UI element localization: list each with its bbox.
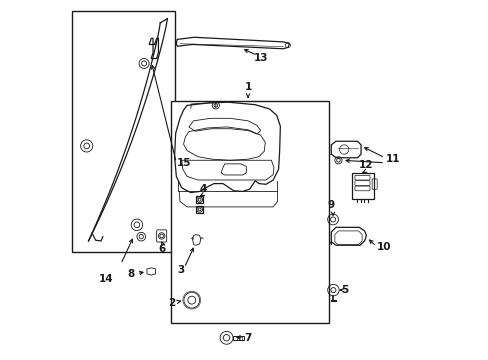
Text: 15: 15 [176,158,190,168]
Text: 8: 8 [128,269,135,279]
Text: 14: 14 [99,274,114,284]
Text: 7: 7 [244,333,251,343]
Text: 4: 4 [199,184,206,194]
Bar [72,12,174,252]
Text: 12: 12 [359,160,373,170]
Text: 3: 3 [177,265,184,275]
Text: 10: 10 [376,242,391,252]
Bar [171,101,328,323]
Text: 6: 6 [158,244,165,254]
Text: 5: 5 [341,285,348,295]
Text: 1: 1 [244,82,251,92]
Text: 11: 11 [386,154,400,164]
Text: 9: 9 [326,201,334,211]
Text: 2: 2 [168,298,175,308]
Text: 13: 13 [253,53,267,63]
